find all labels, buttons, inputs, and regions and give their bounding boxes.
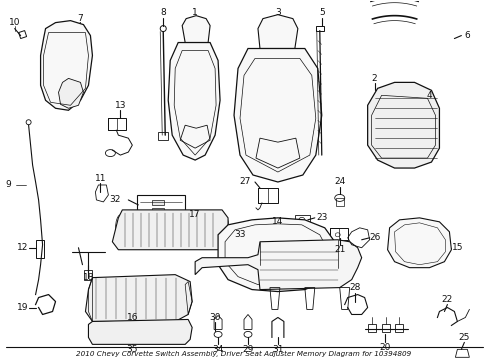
Bar (329, 228, 347, 240)
Bar (108, 118, 117, 130)
Polygon shape (387, 218, 450, 268)
Text: 34: 34 (212, 345, 224, 354)
Bar (152, 224, 164, 229)
Polygon shape (182, 15, 210, 42)
Bar (258, 188, 277, 203)
Text: 21: 21 (333, 245, 345, 254)
Bar (294, 215, 309, 225)
Bar (56, 78, 73, 88)
Text: 23: 23 (315, 213, 327, 222)
Polygon shape (258, 15, 297, 49)
Bar (158, 132, 168, 140)
Text: 25: 25 (458, 333, 469, 342)
Bar (394, 324, 402, 332)
Bar (258, 188, 267, 203)
Bar (108, 118, 126, 130)
Text: 2: 2 (371, 74, 377, 83)
Text: 13: 13 (114, 101, 126, 110)
Bar (56, 60, 73, 71)
Text: 12: 12 (17, 243, 28, 252)
Bar (152, 216, 164, 221)
Text: 6: 6 (464, 31, 469, 40)
Text: 14: 14 (272, 217, 283, 226)
Text: 19: 19 (17, 303, 28, 312)
Polygon shape (112, 210, 227, 250)
Bar (315, 26, 323, 31)
Text: 7: 7 (78, 14, 83, 23)
Text: 15: 15 (451, 243, 462, 252)
Bar (152, 208, 164, 213)
Polygon shape (85, 275, 192, 321)
Text: 10: 10 (9, 18, 20, 27)
Text: 33: 33 (234, 230, 245, 239)
Bar (367, 324, 375, 332)
Text: 26: 26 (368, 233, 380, 242)
Text: 8: 8 (160, 8, 166, 17)
Text: 16: 16 (126, 313, 138, 322)
Text: 18: 18 (82, 273, 94, 282)
Text: 28: 28 (348, 283, 360, 292)
Text: 24: 24 (333, 177, 345, 186)
Polygon shape (218, 218, 334, 292)
Text: 4: 4 (426, 91, 431, 100)
Bar (84, 270, 92, 280)
Text: 27: 27 (239, 177, 250, 186)
Bar (137, 195, 185, 230)
Text: 9: 9 (6, 180, 12, 189)
Polygon shape (168, 42, 220, 160)
Text: 17: 17 (189, 210, 201, 219)
Text: 35: 35 (126, 345, 138, 354)
Text: 3: 3 (274, 8, 280, 17)
Text: 32: 32 (109, 195, 121, 204)
Text: 29: 29 (242, 345, 253, 354)
Text: 2010 Chevy Corvette Switch Assembly, Driver Seat Adjuster Memory Diagram for 103: 2010 Chevy Corvette Switch Assembly, Dri… (76, 351, 411, 357)
Polygon shape (41, 21, 92, 110)
Text: 11: 11 (95, 174, 106, 183)
Polygon shape (59, 78, 83, 108)
Text: 5: 5 (318, 8, 324, 17)
Bar (152, 200, 164, 205)
Text: 1: 1 (192, 8, 198, 17)
Text: 20: 20 (378, 343, 389, 352)
Polygon shape (195, 240, 361, 289)
Text: 31: 31 (272, 345, 283, 354)
Polygon shape (367, 82, 439, 168)
Text: 22: 22 (441, 295, 452, 304)
Bar (381, 324, 389, 332)
Bar (329, 228, 338, 240)
Bar (36, 240, 43, 258)
Polygon shape (88, 319, 192, 345)
Polygon shape (234, 49, 321, 182)
Text: 30: 30 (209, 313, 221, 322)
